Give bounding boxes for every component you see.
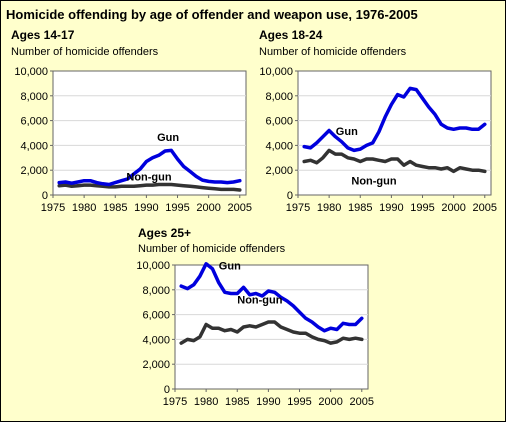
series-label-gun: Gun — [157, 132, 179, 144]
x-tick-label: 1975 — [163, 396, 187, 408]
y-tick-label: 8,000 — [142, 285, 170, 297]
series-label-non-gun: Non-gun — [237, 294, 282, 306]
y-tick-label: 4,000 — [20, 140, 48, 152]
x-tick-label: 1985 — [225, 396, 249, 408]
x-tick-label: 1980 — [194, 396, 218, 408]
x-tick-label: 1995 — [287, 396, 311, 408]
x-tick-label: 1990 — [256, 396, 280, 408]
y-tick-label: 2,000 — [142, 359, 170, 371]
panel-ages-14-17: Ages 14-17 Number of homicide offenders … — [11, 28, 252, 214]
panel-ages-18-24: Ages 18-24 Number of homicide offenders … — [259, 28, 497, 214]
series-label-non-gun: Non-gun — [126, 171, 171, 183]
x-tick-label: 2005 — [228, 202, 252, 214]
y-tick-label: 10,000 — [14, 66, 48, 78]
series-label-gun: Gun — [336, 126, 358, 138]
x-tick-label: 1995 — [165, 202, 189, 214]
series-line-gun — [179, 262, 364, 333]
series-line-non-gun — [302, 148, 487, 174]
x-tick-label: 1985 — [103, 202, 127, 214]
y-tick-label: 6,000 — [20, 116, 48, 128]
x-tick-label: 2000 — [318, 396, 342, 408]
x-tick-label: 1985 — [348, 202, 372, 214]
x-tick-label: 2005 — [473, 202, 497, 214]
x-tick-label: 2000 — [441, 202, 465, 214]
y-tick-label: 0 — [42, 190, 48, 202]
y-tick-label: 2,000 — [265, 165, 293, 177]
x-tick-label: 2000 — [196, 202, 220, 214]
y-tick-label: 6,000 — [142, 310, 170, 322]
y-tick-label: 0 — [164, 384, 170, 396]
x-tick-label: 1995 — [410, 202, 434, 214]
y-tick-label: 8,000 — [265, 91, 293, 103]
y-tick-label: 4,000 — [265, 140, 293, 152]
y-tick-label: 2,000 — [20, 165, 48, 177]
panel-ages-25-plus: Ages 25+ Number of homicide offenders 0 2… — [136, 226, 374, 408]
y-tick-label: 0 — [287, 190, 293, 202]
series-line-non-gun — [57, 182, 242, 192]
x-tick-label: 1990 — [134, 202, 158, 214]
y-axis-label: Number of homicide offenders — [138, 243, 286, 255]
y-axis-label: Number of homicide offenders — [11, 46, 159, 58]
y-tick-label: 4,000 — [142, 334, 170, 346]
series-line-non-gun — [179, 320, 364, 345]
panel-title: Ages 14-17 — [11, 28, 75, 42]
series-label-gun: Gun — [219, 260, 241, 272]
x-tick-label: 2005 — [350, 396, 374, 408]
x-tick-label: 1975 — [286, 202, 310, 214]
y-tick-label: 10,000 — [136, 260, 170, 272]
panel-title: Ages 25+ — [138, 226, 191, 240]
x-tick-label: 1975 — [41, 202, 65, 214]
y-tick-label: 8,000 — [20, 91, 48, 103]
panel-title: Ages 18-24 — [259, 28, 323, 42]
y-tick-label: 6,000 — [265, 116, 293, 128]
y-tick-label: 10,000 — [259, 66, 293, 78]
series-line-gun — [57, 148, 242, 187]
plot-area — [52, 70, 247, 196]
figure-title: Homicide offending by age of offender an… — [6, 7, 418, 22]
series-line-gun — [302, 86, 487, 153]
x-tick-label: 1980 — [317, 202, 341, 214]
x-tick-label: 1990 — [379, 202, 403, 214]
x-tick-label: 1980 — [72, 202, 96, 214]
series-label-non-gun: Non-gun — [351, 175, 396, 187]
y-axis-label: Number of homicide offenders — [259, 46, 407, 58]
